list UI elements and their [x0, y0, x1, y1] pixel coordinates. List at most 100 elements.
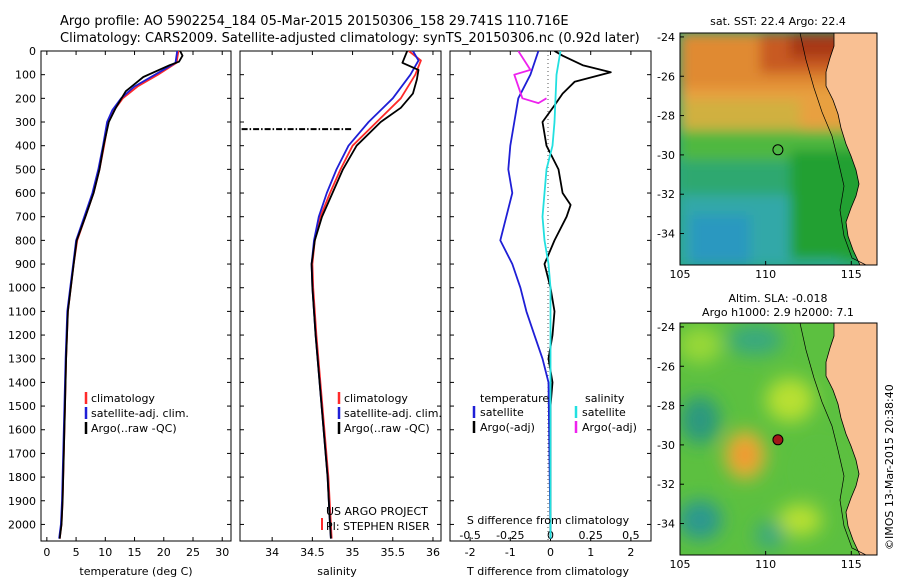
temperature-legend: climatology satellite-adj. clim. Argo(..…	[84, 392, 189, 435]
depth-tick-label: 100	[15, 69, 36, 82]
legend-temperature-head: temperature	[480, 392, 549, 405]
map-y-tick-label: -28	[657, 400, 675, 413]
map-y-tick-label: -28	[657, 110, 675, 123]
map-x-tick-label: 105	[670, 268, 691, 281]
x-tick-label: -2	[465, 546, 476, 559]
x-top-tick-label: 0.25	[578, 529, 603, 542]
depth-tick-label: 1200	[8, 329, 36, 342]
x-top-tick-label: -0.25	[496, 529, 524, 542]
series-line-argo-raw-qc-	[310, 51, 420, 539]
depth-tick-label: 600	[15, 187, 36, 200]
depth-tick-label: 200	[15, 92, 36, 105]
depth-tick-label: 1600	[8, 424, 36, 437]
x-tick-label: 15	[128, 546, 142, 559]
sla-australia-landmass	[825, 323, 877, 555]
series-line-satellite-adj-clim-	[58, 51, 179, 539]
sla-axes: 105 110 115 -34 -32 -30 -28 -26 -24	[657, 321, 862, 571]
depth-tick-label: 1100	[8, 305, 36, 318]
x-tick-label: 1	[587, 546, 594, 559]
legend-climatology-label-2: climatology	[344, 392, 408, 405]
x-tick-label: 36	[426, 546, 440, 559]
sla-profile-marker	[772, 434, 784, 446]
sst-australia-landmass	[825, 33, 877, 265]
x-tick-label: 0	[547, 546, 554, 559]
salinity-series	[241, 51, 422, 539]
depth-tick-label: 1500	[8, 400, 36, 413]
depth-tick-label: 800	[15, 234, 36, 247]
depth-tick-label: 1400	[8, 376, 36, 389]
sst-map-title: sat. SST: 22.4 Argo: 22.4	[710, 15, 846, 28]
sst-shelf-contour	[799, 33, 867, 265]
pi-credit: PI: STEPHEN RISER	[326, 520, 430, 533]
depth-tick-label: 1000	[8, 282, 36, 295]
map-x-tick-label: 115	[841, 268, 862, 281]
x-top-tick-label: -0.5	[459, 529, 480, 542]
legend-t-argo-label: Argo(-adj)	[480, 421, 535, 434]
temperature-series	[58, 51, 184, 539]
legend-salinity-head: salinity	[585, 392, 625, 405]
salinity-x-axis: 34 34.5 35 35.5 36	[265, 51, 440, 559]
series-line-s-satellite	[541, 51, 562, 539]
map-y-tick-label: -30	[657, 149, 675, 162]
sst-map-frame	[679, 32, 878, 266]
legend-satellite-label: satellite-adj. clim.	[91, 407, 189, 420]
sst-land	[799, 33, 877, 265]
x-tick-label: 5	[73, 546, 80, 559]
x-tick-label: 0	[43, 546, 50, 559]
series-line-t-satellite	[499, 51, 552, 539]
difference-series	[499, 51, 612, 539]
figure-title-line1: Argo profile: AO 5902254_184 05-Mar-2015…	[60, 14, 569, 29]
legend-s-argo-label: Argo(-adj)	[582, 421, 637, 434]
salinity-axis-label: salinity	[317, 565, 357, 578]
sla-shelf-contour	[799, 323, 867, 555]
depth-tick-label: 2000	[8, 518, 36, 531]
project-credit: US ARGO PROJECT	[326, 505, 428, 518]
legend-argo-label-2: Argo(..raw -QC)	[344, 422, 430, 435]
series-line-climatology	[58, 51, 180, 539]
map-y-tick-label: -26	[657, 360, 675, 373]
x-top-tick-label: 0.5	[622, 529, 640, 542]
imos-credit: ©IMOS 13-Mar-2015 20:38:40	[883, 384, 896, 550]
legend-t-satellite-label: satellite	[480, 406, 524, 419]
map-x-tick-label: 115	[841, 558, 862, 571]
series-line-argo-raw-qc-	[58, 51, 184, 539]
temperature-x-axis: 0 5 10 15 20 25 30	[43, 51, 229, 559]
x-tick-label: 10	[98, 546, 112, 559]
x-tick-label: 34.5	[300, 546, 325, 559]
depth-tick-label: 1800	[8, 471, 36, 484]
map-x-tick-label: 105	[670, 558, 691, 571]
map-y-tick-label: -24	[657, 31, 675, 44]
map-x-tick-label: 110	[755, 558, 776, 571]
legend-climatology-label: climatology	[91, 392, 155, 405]
depth-axis: 0 100 200 300 400 500 600 700 800 900 1000 1100 1200…	[8, 45, 651, 531]
map-y-tick-label: -24	[657, 321, 675, 334]
t-difference-axis-label: T difference from climatology	[466, 565, 629, 578]
temperature-axis-label: temperature (deg C)	[79, 565, 192, 578]
x-tick-label: 34	[265, 546, 279, 559]
x-tick-label: 35.5	[381, 546, 406, 559]
depth-tick-label: 1900	[8, 495, 36, 508]
legend-s-satellite-label: satellite	[582, 406, 626, 419]
s-difference-axis-label: S difference from climatology	[467, 514, 630, 527]
sst-map	[680, 33, 877, 265]
map-y-tick-label: -32	[657, 188, 675, 201]
depth-tick-label: 1700	[8, 447, 36, 460]
depth-tick-label: 900	[15, 258, 36, 271]
x-tick-label: 20	[157, 546, 171, 559]
sla-map-subtitle: Argo h1000: 2.9 h2000: 7.1	[702, 306, 854, 319]
x-tick-label: 25	[186, 546, 200, 559]
map-y-tick-label: -26	[657, 70, 675, 83]
depth-tick-label: 1300	[8, 353, 36, 366]
map-y-tick-label: -32	[657, 478, 675, 491]
sst-axes: 105 110 115 -34 -32 -30 -28 -26 -24	[657, 31, 862, 281]
x-tick-label: -1	[505, 546, 516, 559]
x-tick-label: 2	[627, 546, 634, 559]
x-tick-label: 30	[215, 546, 229, 559]
sla-land	[799, 323, 877, 555]
legend-satellite-label-2: satellite-adj. clim.	[344, 407, 442, 420]
sla-map-frame	[679, 322, 878, 556]
depth-tick-label: 0	[29, 45, 36, 58]
depth-tick-label: 300	[15, 116, 36, 129]
